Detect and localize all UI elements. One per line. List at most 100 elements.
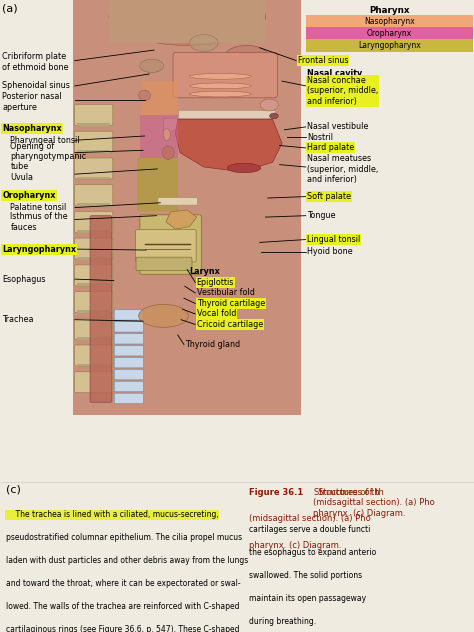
FancyBboxPatch shape (74, 185, 113, 205)
FancyBboxPatch shape (114, 393, 144, 404)
Text: Structures of th: Structures of th (314, 488, 379, 497)
Ellipse shape (109, 0, 265, 46)
Text: Esophagus: Esophagus (2, 275, 46, 284)
Ellipse shape (140, 59, 164, 73)
Ellipse shape (163, 128, 170, 140)
FancyBboxPatch shape (77, 150, 110, 153)
Text: Posterior nasal
aperture: Posterior nasal aperture (2, 92, 62, 112)
Text: Pharyngeal tonsil: Pharyngeal tonsil (10, 136, 80, 145)
Text: Trachea: Trachea (2, 315, 34, 324)
Text: Laryngopharynx: Laryngopharynx (2, 245, 76, 253)
Text: pseudostratified columnar epithelium. The cilia propel mucus: pseudostratified columnar epithelium. Th… (6, 533, 242, 542)
Text: during breathing.: during breathing. (249, 617, 316, 626)
Text: lowed. The walls of the trachea are reinforced with C-shaped: lowed. The walls of the trachea are rein… (6, 602, 239, 611)
Text: Nostril: Nostril (307, 133, 333, 142)
Text: Structures of th
(midsagittal section). (a) Pho
pharynx. (c) Diagram.: Structures of th (midsagittal section). … (313, 488, 435, 518)
Text: (midsagittal section). (a) Pho: (midsagittal section). (a) Pho (249, 514, 371, 523)
Ellipse shape (223, 46, 270, 74)
Ellipse shape (190, 73, 251, 79)
Text: Hyoid bone: Hyoid bone (307, 248, 353, 257)
FancyBboxPatch shape (158, 198, 198, 205)
Text: Oropharynx: Oropharynx (2, 191, 56, 200)
FancyBboxPatch shape (114, 334, 144, 344)
FancyBboxPatch shape (74, 345, 113, 366)
FancyBboxPatch shape (77, 337, 110, 340)
FancyBboxPatch shape (136, 229, 196, 262)
FancyBboxPatch shape (74, 319, 113, 339)
FancyBboxPatch shape (114, 357, 144, 368)
Ellipse shape (138, 305, 188, 327)
Text: Oropharynx: Oropharynx (367, 29, 412, 38)
FancyBboxPatch shape (77, 363, 110, 367)
Text: The trachea is lined with a ciliated, mucus-secreting,: The trachea is lined with a ciliated, mu… (6, 511, 219, 520)
FancyBboxPatch shape (74, 291, 113, 313)
FancyBboxPatch shape (140, 215, 201, 274)
Ellipse shape (260, 99, 278, 111)
Text: Soft palate: Soft palate (307, 192, 351, 201)
Text: Frontal sinus: Frontal sinus (298, 56, 348, 65)
FancyBboxPatch shape (77, 257, 110, 260)
Text: Uvula: Uvula (10, 173, 34, 182)
Text: Laryngopharynx: Laryngopharynx (358, 41, 421, 50)
Text: cartilaginous rings (see Figure 36.6, p. 547). These C-shaped: cartilaginous rings (see Figure 36.6, p.… (6, 625, 239, 632)
Ellipse shape (190, 83, 251, 88)
FancyBboxPatch shape (114, 346, 144, 356)
Text: Opening of
pharyngotympanic
tube: Opening of pharyngotympanic tube (10, 142, 87, 171)
Text: pharynx. (c) Diagram.: pharynx. (c) Diagram. (249, 540, 341, 550)
Text: and toward the throat, where it can be expectorated or swal-: and toward the throat, where it can be e… (6, 579, 240, 588)
FancyBboxPatch shape (74, 158, 113, 179)
FancyBboxPatch shape (140, 114, 178, 159)
FancyBboxPatch shape (74, 131, 113, 152)
Text: laden with dust particles and other debris away from the lungs: laden with dust particles and other debr… (6, 556, 248, 565)
Text: Larynx: Larynx (190, 267, 220, 276)
Ellipse shape (190, 91, 251, 97)
Text: Nasal conchae
(superior, middle,
and inferior): Nasal conchae (superior, middle, and inf… (307, 76, 378, 106)
FancyBboxPatch shape (77, 310, 110, 313)
Polygon shape (175, 119, 282, 172)
Text: Isthmus of the
fauces: Isthmus of the fauces (10, 212, 68, 231)
Text: Palatine tonsil: Palatine tonsil (10, 203, 67, 212)
FancyBboxPatch shape (77, 230, 110, 233)
FancyBboxPatch shape (178, 110, 275, 118)
FancyBboxPatch shape (114, 381, 144, 392)
Ellipse shape (190, 35, 218, 51)
Ellipse shape (162, 146, 174, 159)
Text: Tongue: Tongue (307, 211, 336, 220)
FancyBboxPatch shape (90, 216, 112, 402)
FancyBboxPatch shape (74, 211, 113, 233)
Text: Sphenoidal sinus: Sphenoidal sinus (2, 82, 70, 90)
Text: (c): (c) (6, 485, 20, 495)
Text: Figure 36.1: Figure 36.1 (249, 488, 303, 497)
Text: Vocal fold: Vocal fold (197, 310, 236, 319)
Text: Thyroid cartilage: Thyroid cartilage (197, 299, 265, 308)
Text: Hard palate: Hard palate (307, 143, 355, 152)
Text: Cricoid cartilage: Cricoid cartilage (197, 320, 263, 329)
Polygon shape (164, 118, 178, 138)
FancyBboxPatch shape (142, 81, 178, 114)
Text: maintain its open passageway: maintain its open passageway (249, 594, 366, 603)
Text: Nasal meatuses
(superior, middle,
and inferior): Nasal meatuses (superior, middle, and in… (307, 154, 378, 185)
FancyBboxPatch shape (173, 52, 277, 98)
Text: cartilages serve a double functi: cartilages serve a double functi (249, 525, 370, 534)
Text: Nasal vestibule: Nasal vestibule (307, 123, 368, 131)
Text: Epiglottis: Epiglottis (197, 278, 234, 287)
FancyBboxPatch shape (114, 310, 144, 320)
Text: Pharynx: Pharynx (369, 6, 410, 15)
FancyBboxPatch shape (74, 265, 113, 286)
FancyBboxPatch shape (74, 104, 113, 126)
Text: Lingual tonsil: Lingual tonsil (307, 235, 360, 244)
Ellipse shape (138, 90, 151, 100)
Text: Vestibular fold: Vestibular fold (197, 288, 255, 298)
Text: Nasal cavity: Nasal cavity (307, 68, 363, 78)
FancyBboxPatch shape (136, 257, 192, 270)
FancyBboxPatch shape (306, 27, 473, 40)
Text: (a): (a) (2, 3, 18, 13)
Ellipse shape (192, 120, 273, 149)
FancyBboxPatch shape (137, 159, 178, 211)
Text: Nasopharynx: Nasopharynx (364, 17, 415, 26)
FancyBboxPatch shape (306, 39, 473, 52)
FancyBboxPatch shape (77, 283, 110, 286)
FancyBboxPatch shape (109, 0, 265, 43)
Ellipse shape (228, 163, 261, 173)
FancyBboxPatch shape (74, 238, 113, 259)
